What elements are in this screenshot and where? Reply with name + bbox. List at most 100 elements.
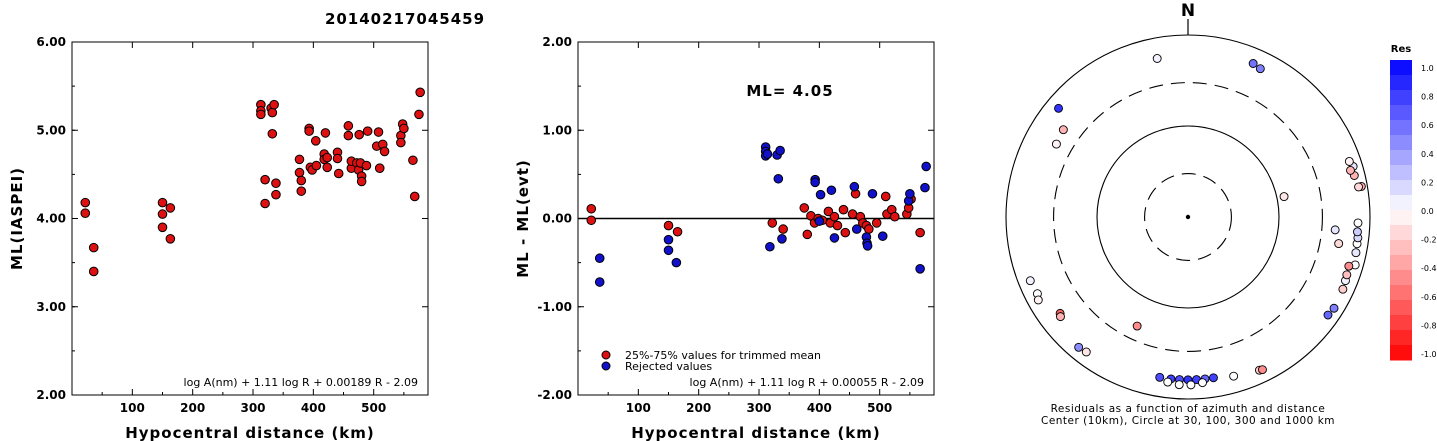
data-point: [379, 146, 390, 157]
colorbar-segment: [1390, 180, 1412, 196]
data-point: [296, 175, 307, 186]
y-tick-label: 2.00: [36, 388, 66, 402]
data-point: [814, 216, 825, 226]
x-tick-label: 300: [746, 401, 771, 415]
figure-title: 20140217045459: [325, 10, 485, 28]
data-point: [267, 128, 278, 139]
data-point: [157, 209, 168, 219]
y-tick-label: 2.00: [542, 35, 572, 49]
station-residual-point: [1163, 377, 1173, 387]
y-tick-label: 1.00: [542, 123, 572, 137]
data-point: [267, 107, 278, 118]
data-point: [409, 191, 420, 202]
station-residual-point: [1155, 372, 1165, 382]
data-point: [765, 241, 775, 252]
data-point: [594, 253, 605, 264]
x-tick-label: 100: [626, 401, 651, 415]
legend-label: Rejected values: [625, 360, 712, 373]
station-residual-point: [1342, 270, 1352, 280]
data-point: [157, 222, 168, 233]
station-residual-point: [1344, 261, 1354, 271]
data-point: [838, 204, 849, 215]
data-point: [920, 182, 930, 193]
station-residual-point: [1152, 54, 1162, 63]
data-point: [847, 209, 858, 219]
colorbar-segment: [1390, 105, 1412, 121]
station-residual-point: [1257, 365, 1267, 375]
station-residual-point: [1229, 371, 1239, 381]
data-point: [889, 211, 900, 222]
data-point: [810, 177, 820, 188]
data-point: [260, 198, 270, 209]
colorbar-label: 1.0: [1421, 64, 1434, 73]
distance-ring: [1144, 173, 1232, 261]
legend-marker: [601, 361, 611, 371]
data-point: [408, 155, 418, 166]
data-point: [663, 234, 674, 245]
station-residual-point: [1209, 373, 1218, 383]
station-residual-point: [1255, 64, 1265, 74]
data-point: [880, 191, 891, 202]
data-point: [256, 109, 266, 120]
x-tick-label: 200: [180, 401, 205, 415]
data-point: [832, 220, 843, 231]
x-axis-label: Hypocentral distance (km): [125, 424, 375, 441]
colorbar-segment: [1390, 345, 1412, 361]
colorbar-segment: [1390, 60, 1412, 76]
station-residual-point: [1353, 227, 1362, 237]
station-residual-point: [1056, 312, 1065, 322]
data-point: [260, 174, 270, 185]
colorbar-label: 0.0: [1421, 207, 1434, 216]
data-point: [829, 233, 840, 243]
x-tick-label: 400: [301, 401, 326, 415]
data-point: [767, 218, 778, 228]
polar-caption-line1: Residuals as a function of azimuth and d…: [1051, 403, 1326, 415]
data-point: [354, 129, 365, 140]
data-point: [415, 87, 425, 98]
data-point: [851, 224, 862, 234]
station-residual-point: [1323, 310, 1333, 320]
station-residual-point: [1033, 295, 1043, 305]
y-tick-label: -2.00: [537, 388, 572, 402]
data-point: [671, 257, 682, 268]
data-point: [88, 242, 99, 253]
data-point: [672, 226, 683, 237]
colorbar-segment: [1390, 330, 1412, 346]
station-residual-point: [1344, 156, 1354, 166]
station-residual-point: [1354, 182, 1364, 192]
colorbar-segment: [1390, 195, 1412, 211]
data-point: [80, 208, 91, 219]
data-point: [271, 189, 281, 200]
x-tick-label: 200: [686, 401, 711, 415]
station-residual-point: [1329, 303, 1339, 313]
x-tick-label: 100: [120, 401, 145, 415]
station-residual-point: [1025, 276, 1035, 286]
station-residual-point: [1334, 239, 1344, 249]
station-residual-point: [1081, 347, 1091, 357]
data-point: [921, 161, 931, 172]
formula-label: log A(nm) + 1.11 log R + 0.00055 R - 2.0…: [690, 376, 924, 389]
colorbar-label: 0.2: [1421, 178, 1434, 187]
colorbar-label: 0.4: [1421, 150, 1434, 159]
x-tick-label: 500: [867, 401, 892, 415]
residual-vs-distance-panel: -2.00 -1.00 0.00 1.00 2.00 100 200 300 400 500 Hyp…: [514, 35, 935, 441]
colorbar-segment: [1390, 150, 1412, 166]
data-point: [399, 123, 409, 134]
colorbar-label: -0.6: [1421, 293, 1437, 302]
y-tick-label: 6.00: [36, 35, 66, 49]
colorbar-label: -0.4: [1421, 264, 1437, 273]
data-point: [823, 206, 834, 217]
station-residual-point: [1058, 125, 1068, 135]
data-point: [361, 160, 372, 171]
colorbar-segment: [1390, 135, 1412, 151]
ml-vs-distance-panel: 2.00 3.00 4.00 5.00 6.00 100 200 300 400 500 Hypoc…: [8, 35, 429, 441]
legend-marker: [601, 350, 611, 360]
colorbar-label: -0.2: [1421, 236, 1437, 245]
colorbar-segment: [1390, 120, 1412, 136]
data-point: [915, 264, 925, 274]
residual-colorbar: Res 1.0 0.8 0.6 0.4 0.2 0.0 -0.2 -0.4 -0.6 -0.8 -1.…: [1390, 44, 1437, 361]
data-point: [663, 245, 674, 256]
azimuth-residual-polar-panel: N Residuals as a function of azimuth and …: [1005, 1, 1371, 427]
data-point: [322, 152, 333, 163]
colorbar-segment: [1390, 165, 1412, 181]
